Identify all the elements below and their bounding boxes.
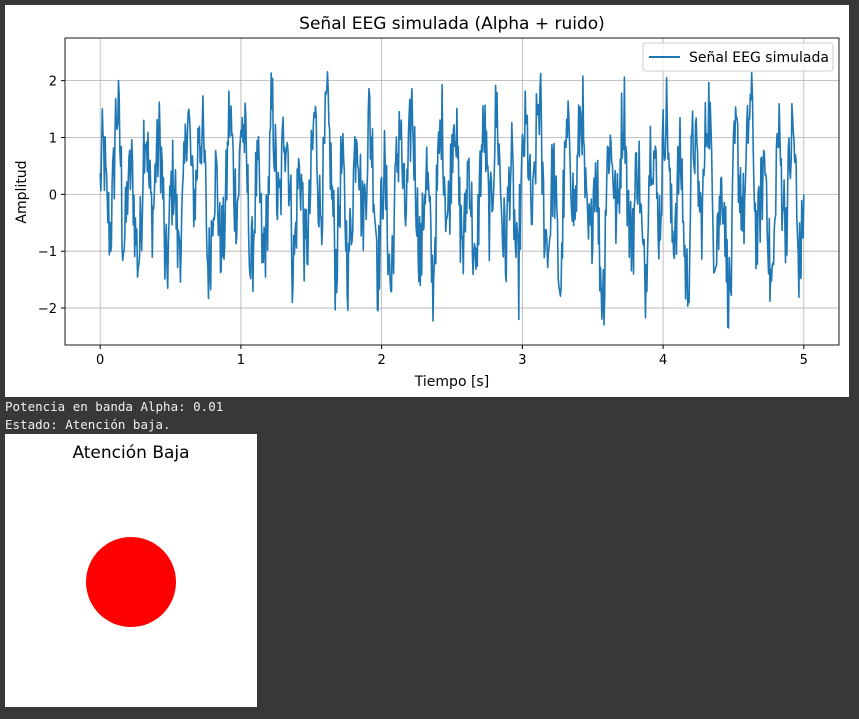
x-tick-label: 5	[800, 353, 808, 368]
status-output: Estado: Atención baja.	[5, 417, 171, 432]
x-tick-label: 3	[518, 353, 526, 368]
y-tick-label: −2	[38, 302, 57, 317]
y-axis-label: Amplitud	[14, 160, 30, 223]
chart-title: Señal EEG simulada (Alpha + ruido)	[299, 14, 605, 34]
eeg-chart: Señal EEG simulada (Alpha + ruido) 0 1 2 3 4…	[14, 14, 840, 390]
attention-title: Atención Baja	[72, 443, 189, 463]
legend: Señal EEG simulada	[642, 42, 834, 72]
alpha-power-output: Potencia en banda Alpha: 0.01	[5, 399, 224, 414]
y-tick-label: 1	[49, 131, 57, 146]
eeg-figure: Señal EEG simulada (Alpha + ruido) 0 1 2 3 4…	[5, 5, 849, 397]
x-axis-label: Tiempo [s]	[414, 374, 489, 390]
legend-label: Señal EEG simulada	[689, 50, 829, 66]
attention-figure: Atención Baja	[5, 434, 257, 707]
y-tick-label: 0	[49, 188, 57, 203]
attention-indicator-circle	[86, 537, 176, 627]
x-tick-label: 0	[96, 353, 104, 368]
x-tick-label: 2	[377, 353, 385, 368]
y-tick-label: 2	[49, 75, 57, 90]
plot-area-frame	[64, 37, 840, 346]
x-tick-label: 1	[237, 353, 245, 368]
x-tick-label: 4	[659, 353, 667, 368]
x-axis-ticks: 0 1 2 3 4 5	[96, 345, 808, 368]
attention-indicator-chart: Atención Baja	[72, 443, 190, 627]
y-axis-ticks: −2 −1 0 1 2	[38, 75, 65, 317]
eeg-signal-line	[99, 71, 805, 329]
y-tick-label: −1	[38, 245, 57, 260]
legend-box	[642, 42, 834, 72]
